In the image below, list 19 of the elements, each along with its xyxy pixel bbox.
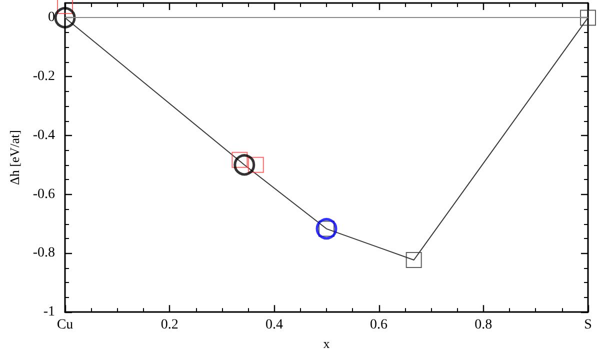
y-axis-title: Δh [eV/at] xyxy=(7,130,22,186)
x-tick-label: S xyxy=(584,318,592,333)
y-tick-label: -0.2 xyxy=(32,69,55,84)
point xyxy=(54,6,76,28)
point xyxy=(580,10,596,26)
x-tick-label: 0.8 xyxy=(474,318,492,333)
y-tick-label: -1 xyxy=(43,304,55,320)
point xyxy=(248,156,264,173)
x-tick-label: Cu xyxy=(56,318,74,333)
x-tick-label: 0.6 xyxy=(370,318,388,333)
y-tick-label: -0.4 xyxy=(32,128,55,143)
x-tick-label: 0.4 xyxy=(265,318,283,333)
point xyxy=(406,252,422,268)
y-tick-label: 0 xyxy=(48,10,55,26)
y-tick-label: -0.6 xyxy=(32,186,55,202)
x-tick-label: 0.2 xyxy=(160,318,178,333)
point xyxy=(234,154,256,176)
y-tick-label: -0.8 xyxy=(32,246,55,261)
x-axis-title: x xyxy=(323,336,330,351)
